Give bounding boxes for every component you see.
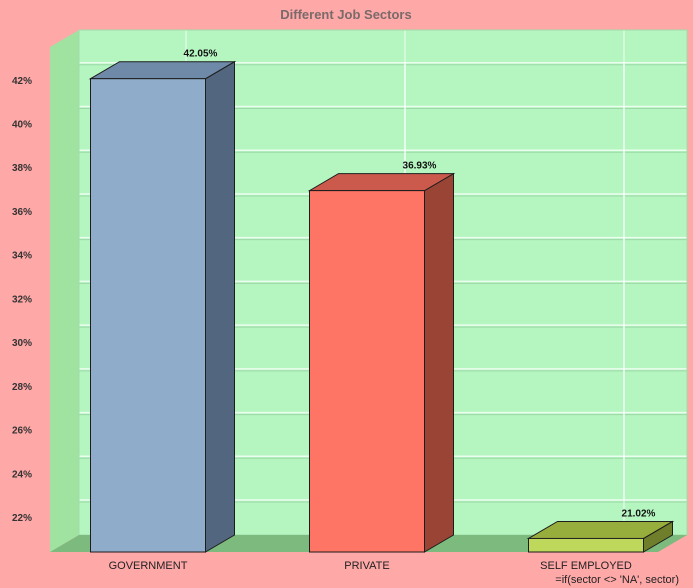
- x-tick-label: GOVERNMENT: [109, 560, 188, 572]
- x-tick-label: PRIVATE: [344, 560, 389, 572]
- y-tick-label: 36%: [12, 207, 32, 218]
- data-label: 42.05%: [184, 49, 218, 60]
- chart-side-wall: [50, 30, 79, 552]
- bar: [90, 78, 206, 553]
- data-label: 21.02%: [622, 508, 656, 519]
- y-tick-label: 24%: [12, 469, 32, 480]
- y-tick-label: 28%: [12, 382, 32, 393]
- y-tick-label: 32%: [12, 294, 32, 305]
- y-tick-label: 22%: [12, 513, 32, 524]
- y-tick-label: 30%: [12, 338, 32, 349]
- bar-side: [205, 60, 235, 553]
- bar: [309, 190, 425, 553]
- y-tick-label: 40%: [12, 120, 32, 131]
- y-tick-label: 42%: [12, 76, 32, 87]
- x-axis-caption: =if(sector <> 'NA', sector): [555, 574, 679, 586]
- bar-side: [424, 172, 454, 553]
- x-tick-label: SELF EMPLOYED: [540, 560, 632, 572]
- bar: [528, 537, 644, 553]
- data-label: 36.93%: [403, 161, 437, 172]
- y-tick-label: 34%: [12, 251, 32, 262]
- y-tick-label: 26%: [12, 426, 32, 437]
- y-tick-label: 38%: [12, 163, 32, 174]
- chart-title: Different Job Sectors: [280, 7, 411, 22]
